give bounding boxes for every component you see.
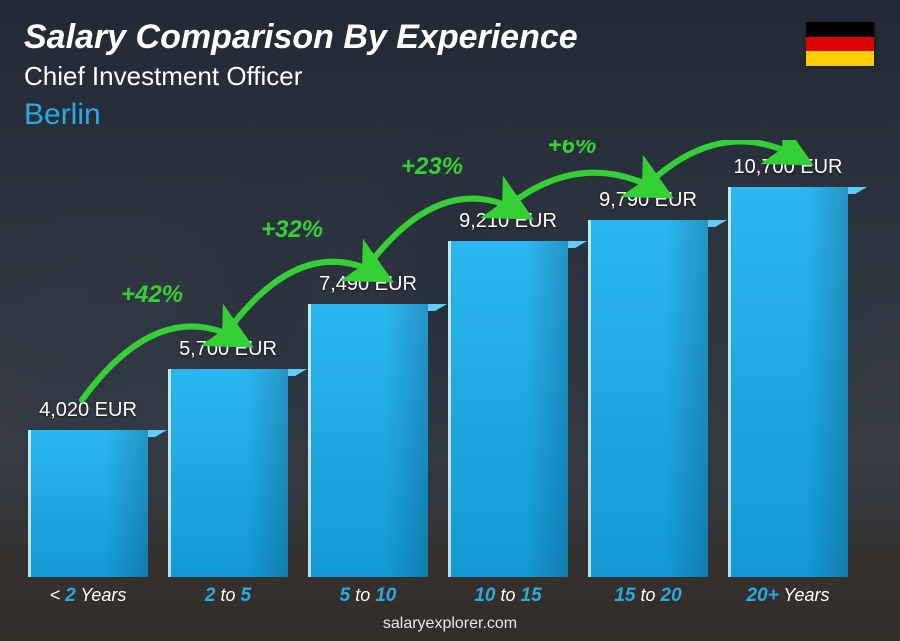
bar-front-face [28,430,148,577]
bar-column-2: 7,490 EUR [308,273,428,577]
bar-front-face [448,241,568,577]
bar-3d [588,220,708,577]
bar-column-0: 4,020 EUR [28,399,148,577]
bar-value-label: 5,700 EUR [179,338,277,361]
category-label-4: 15 to 20 [588,585,708,607]
bar-value-label: 9,790 EUR [599,189,697,212]
category-label-2: 5 to 10 [308,585,428,607]
chart-subtitle: Chief Investment Officer [24,61,876,92]
bar-3d [28,430,148,577]
footer-credit: salaryexplorer.com [0,615,900,633]
chart-location: Berlin [24,98,876,132]
bar-3d [308,304,428,577]
category-label-3: 10 to 15 [448,585,568,607]
category-labels-row: < 2 Years 2 to 5 5 to 10 10 to 15 15 to 20 20… [28,585,848,607]
category-label-5: 20+ Years [728,585,848,607]
bar-value-label: 9,210 EUR [459,210,557,233]
bar-front-face [728,187,848,577]
flag-stripe-1 [806,37,874,52]
bar-value-label: 4,020 EUR [39,399,137,422]
flag-stripe-2 [806,51,874,66]
flag-stripe-0 [806,22,874,37]
bar-column-4: 9,790 EUR [588,189,708,577]
bar-column-5: 10,700 EUR [728,156,848,577]
bar-column-3: 9,210 EUR [448,210,568,577]
bar-3d [728,187,848,577]
infographic-canvas: Salary Comparison By Experience Chief In… [0,0,900,641]
bar-front-face [588,220,708,577]
header: Salary Comparison By Experience Chief In… [24,18,876,132]
category-label-0: < 2 Years [28,585,148,607]
bar-column-1: 5,700 EUR [168,338,288,577]
category-label-1: 2 to 5 [168,585,288,607]
bar-3d [168,369,288,577]
bar-value-label: 10,700 EUR [734,156,843,179]
bar-3d [448,241,568,577]
bar-front-face [168,369,288,577]
bar-front-face [308,304,428,577]
country-flag-germany [806,22,874,66]
bar-value-label: 7,490 EUR [319,273,417,296]
chart-title: Salary Comparison By Experience [24,18,876,57]
chart-bars-area: 4,020 EUR 5,700 EUR 7,490 EUR 9,210 EUR … [28,140,848,577]
